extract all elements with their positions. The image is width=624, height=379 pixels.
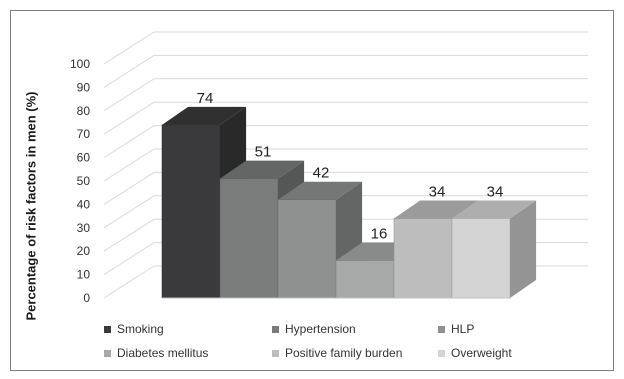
- y-tick-label: 100: [70, 57, 90, 71]
- legend-item: Positive family burden: [272, 346, 402, 360]
- gridline: [103, 242, 155, 276]
- legend-item: Diabetes mellitus: [104, 346, 208, 360]
- bar-1: [161, 124, 221, 299]
- y-tick-label: 40: [77, 197, 91, 211]
- gridline: [103, 101, 155, 135]
- gridline: [103, 218, 155, 252]
- y-tick-label: 30: [77, 221, 91, 235]
- legend-item: HLP: [438, 322, 474, 336]
- legend-swatch: [272, 349, 279, 357]
- legend-item: Overweight: [438, 346, 512, 360]
- legend-label: HLP: [451, 322, 475, 336]
- gridline: [103, 148, 155, 182]
- bar-top: [394, 200, 479, 219]
- gridline: [103, 171, 155, 205]
- legend-label: Smoking: [117, 322, 164, 336]
- y-tick-label: 90: [77, 80, 91, 94]
- y-tick-label: 10: [77, 268, 91, 282]
- y-tick-label: 70: [77, 127, 91, 141]
- bar-top: [220, 160, 305, 179]
- data-label: 74: [197, 90, 214, 107]
- legend-label: Overweight: [451, 346, 512, 360]
- bar-3: [277, 199, 337, 299]
- y-tick-label: 20: [77, 244, 91, 258]
- legend-label: Positive family burden: [285, 346, 403, 360]
- legend-label: Hypertension: [285, 322, 356, 336]
- y-tick-label: 60: [77, 151, 91, 165]
- data-label: 34: [487, 183, 504, 200]
- legend-swatch: [438, 325, 445, 333]
- legend-swatch: [104, 325, 111, 333]
- data-label: 42: [313, 165, 330, 182]
- bar-top: [452, 200, 537, 219]
- gridline: [103, 125, 155, 159]
- legend-label: Diabetes mellitus: [117, 346, 209, 360]
- bar-6: [451, 218, 511, 299]
- legend-swatch: [104, 349, 111, 357]
- y-tick-label: 80: [77, 104, 91, 118]
- legend-item: Smoking: [104, 322, 164, 336]
- bar-top: [162, 106, 247, 125]
- y-axis-label: Percentage of risk factors in men (%): [23, 91, 39, 321]
- bar-top: [278, 181, 363, 200]
- bar-5: [393, 218, 453, 299]
- bar-2: [219, 178, 279, 299]
- y-tick-label: 0: [83, 291, 90, 305]
- gridline: [103, 31, 155, 65]
- gridline: [103, 54, 155, 88]
- legend-swatch: [272, 325, 279, 333]
- gridline: [103, 195, 155, 229]
- legend-swatch: [438, 349, 445, 357]
- bar-4: [335, 260, 395, 299]
- y-tick-label: 50: [77, 174, 91, 188]
- gridline: [103, 265, 155, 299]
- data-label: 16: [371, 226, 388, 243]
- data-label: 34: [429, 183, 446, 200]
- data-label: 51: [255, 144, 272, 161]
- gridline: [103, 78, 155, 112]
- bar-side: [510, 200, 537, 298]
- legend-item: Hypertension: [272, 322, 356, 336]
